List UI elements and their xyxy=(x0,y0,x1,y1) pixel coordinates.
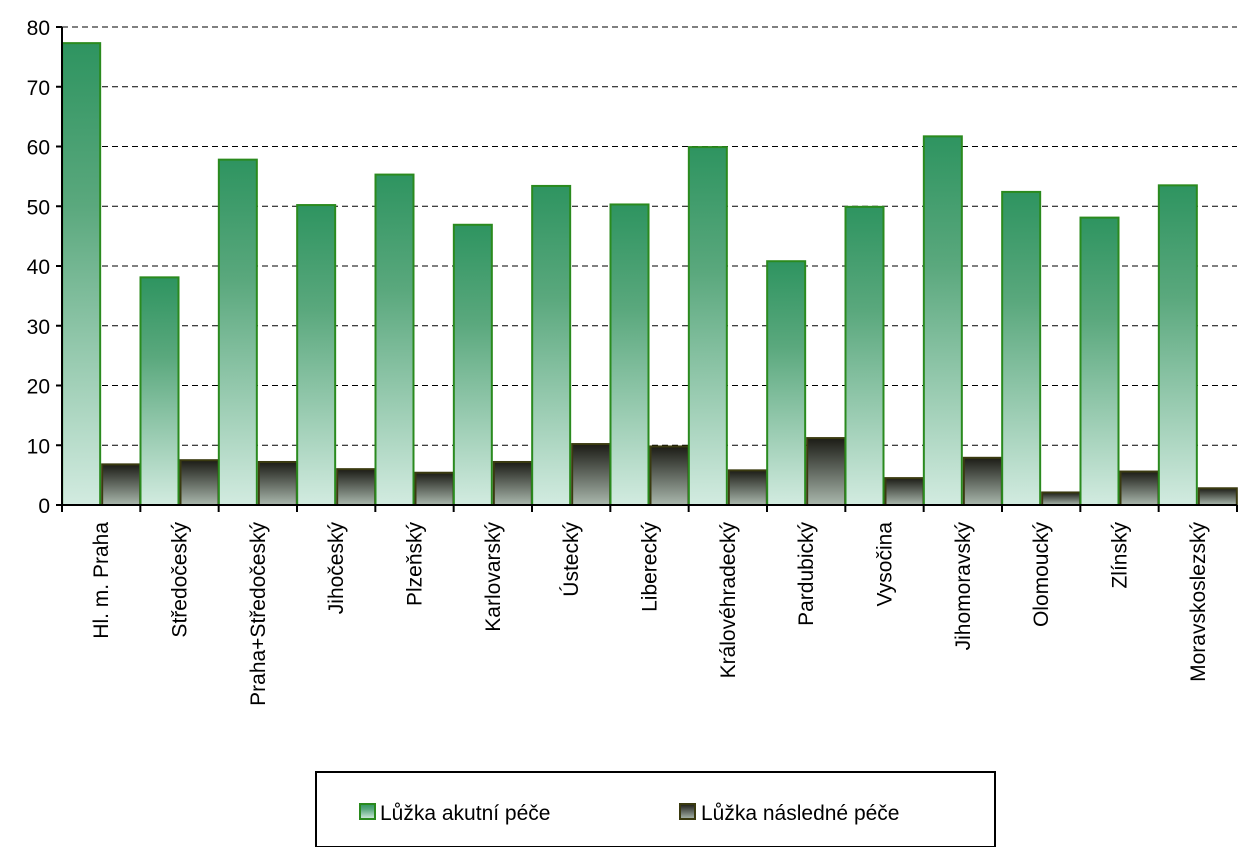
bar-follow-up-care xyxy=(336,468,377,506)
bars xyxy=(61,42,1238,507)
y-tick-label: 40 xyxy=(27,256,50,279)
bar-acute-care xyxy=(531,184,572,506)
bar-follow-up-care xyxy=(257,460,298,507)
x-tick-label: Karlovarský xyxy=(482,522,505,632)
bar-acute-care xyxy=(374,173,415,507)
x-tick-label: Pardubický xyxy=(795,522,818,626)
bar-follow-up-care xyxy=(492,460,533,507)
bar-follow-up-care xyxy=(414,471,455,506)
bar-acute-care xyxy=(217,158,258,507)
bar-acute-care xyxy=(296,204,337,506)
bar-follow-up-care xyxy=(962,456,1003,506)
bar-acute-care xyxy=(61,42,102,506)
bar-acute-care xyxy=(452,223,493,507)
legend-swatch-acute xyxy=(359,803,376,820)
legend-swatch-followup xyxy=(679,803,696,820)
bar-follow-up-care xyxy=(727,469,768,506)
y-tick-label: 10 xyxy=(27,435,50,458)
bar-acute-care xyxy=(139,276,180,507)
bar-acute-care xyxy=(1157,184,1198,506)
bar-follow-up-care xyxy=(571,443,612,506)
bar-follow-up-care xyxy=(101,463,142,506)
x-tick-label: Moravskoslezský xyxy=(1187,522,1210,682)
axes xyxy=(56,26,1238,512)
y-tick-label: 20 xyxy=(27,376,50,399)
x-tick-label: Praha+Středočeský xyxy=(247,522,270,706)
x-tick-label: Středočeský xyxy=(169,522,192,638)
bar-acute-care xyxy=(687,146,728,506)
gridlines xyxy=(62,26,1237,446)
bar-acute-care xyxy=(766,260,807,506)
bar-follow-up-care xyxy=(884,477,925,506)
x-tick-label: Hl. m. Praha xyxy=(90,522,113,639)
y-tick-label: 60 xyxy=(27,137,50,160)
bar-follow-up-care xyxy=(1119,470,1160,507)
legend-label-acute: Lůžka akutní péče xyxy=(380,802,550,825)
bar-follow-up-care xyxy=(649,445,690,507)
bar-acute-care xyxy=(922,135,963,506)
x-tick-label: Zlínský xyxy=(1109,522,1132,589)
legend: Lůžka akutní péče Lůžka následné péče xyxy=(315,771,996,847)
bar-follow-up-care xyxy=(1197,487,1238,506)
x-tick-label: Olomoucký xyxy=(1030,522,1053,628)
bar-follow-up-care xyxy=(1041,491,1082,507)
y-tick-label: 30 xyxy=(27,316,50,339)
x-tick-label: Královéhradecký xyxy=(717,522,740,679)
x-tick-label: Ústecký xyxy=(560,522,583,597)
bar-acute-care xyxy=(844,205,885,506)
x-tick-label: Jihočeský xyxy=(325,522,348,615)
x-tick-label: Jihomoravský xyxy=(952,522,975,651)
legend-label-followup: Lůžka následné péče xyxy=(701,802,900,825)
bar-acute-care xyxy=(609,203,650,507)
x-tick-label: Liberecký xyxy=(639,522,662,612)
bar-acute-care xyxy=(1001,190,1042,506)
y-tick-label: 0 xyxy=(38,495,50,518)
bar-acute-care xyxy=(1079,216,1120,506)
y-tick-label: 80 xyxy=(27,17,50,40)
x-tick-label: Plzeňský xyxy=(404,522,427,607)
y-tick-label: 70 xyxy=(27,77,50,100)
bar-follow-up-care xyxy=(179,459,220,506)
tick-labels: 0 10 20 30 40 50 60 70 80 Hl. m. Praha Středočeský… xyxy=(27,17,1210,706)
y-tick-label: 50 xyxy=(27,196,50,219)
bar-follow-up-care xyxy=(806,437,847,506)
legend-box xyxy=(315,771,996,847)
x-tick-label: Vysočina xyxy=(874,522,897,607)
